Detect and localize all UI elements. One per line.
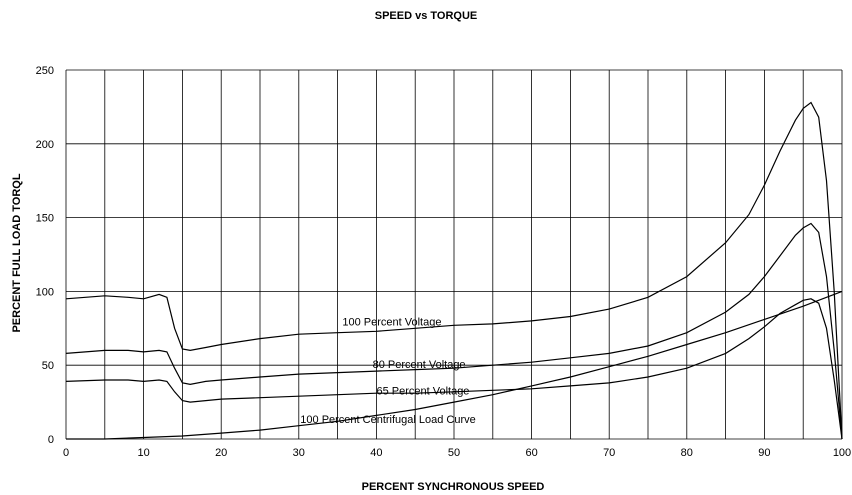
x-tick-label: 80 [681, 447, 693, 459]
x-axis-label: PERCENT SYNCHRONOUS SPEED [362, 481, 545, 493]
curve-annotation: 100 Percent Centrifugal Load Curve [300, 414, 476, 426]
tick-layer: 0 10 20 30 40 50 60 70 80 90 100 0 50 100 150 200 250 [36, 65, 852, 459]
y-tick-label: 200 [36, 139, 54, 151]
series-layer [65, 101, 843, 440]
y-axis-label: PERCENT FULL LOAD TORQL [11, 173, 23, 332]
x-tick-label: 30 [293, 447, 305, 459]
chart-title: SPEED vs TORQUE [375, 10, 478, 22]
series-line-100-percent-centrifugal-load-curve [66, 290, 843, 440]
annotation-layer: 100 Percent Voltage 80 Percent Voltage 65 … [300, 316, 476, 425]
x-tick-label: 60 [525, 447, 537, 459]
x-tick-label: 20 [215, 447, 227, 459]
grid-layer [65, 69, 843, 440]
x-tick-label: 90 [758, 447, 770, 459]
y-tick-label: 0 [48, 434, 54, 446]
series-line-80-percent-voltage [65, 222, 843, 440]
x-tick-label: 50 [448, 447, 460, 459]
x-tick-label: 100 [833, 447, 851, 459]
curve-annotation: 65 Percent Voltage [376, 386, 469, 398]
y-tick-label: 50 [42, 360, 54, 372]
curve-annotation: 100 Percent Voltage [342, 316, 441, 328]
series-line-100-percent-voltage [65, 101, 843, 440]
y-tick-label: 100 [36, 286, 54, 298]
curve-annotation: 80 Percent Voltage [373, 359, 466, 371]
x-tick-label: 0 [63, 447, 69, 459]
x-tick-label: 10 [137, 447, 149, 459]
x-tick-label: 40 [370, 447, 382, 459]
series-line-65-percent-voltage [65, 298, 843, 440]
y-tick-label: 150 [36, 213, 54, 225]
y-tick-label: 250 [36, 65, 54, 77]
x-tick-label: 70 [603, 447, 615, 459]
